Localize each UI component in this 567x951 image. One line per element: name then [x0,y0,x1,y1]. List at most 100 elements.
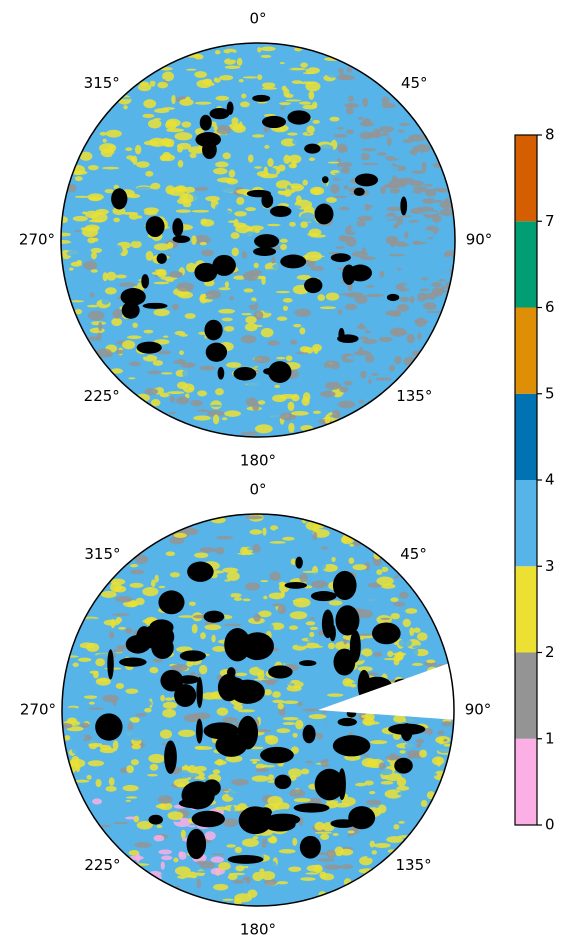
map-texture [283,306,288,311]
map-texture [281,147,295,152]
dark-region [258,807,272,817]
map-texture [138,83,151,91]
map-texture [406,334,414,344]
dark-region [304,144,320,154]
map-texture [195,102,211,105]
map-texture [420,288,430,291]
map-texture [197,390,207,396]
map-texture [154,835,165,841]
map-texture [130,732,144,741]
map-texture [160,154,175,161]
map-texture [271,256,275,263]
map-texture [285,99,301,101]
map-texture [422,211,438,214]
map-texture [75,176,83,181]
map-texture [314,696,321,704]
map-texture [357,634,374,636]
map-texture [222,600,239,607]
map-texture [433,745,442,750]
map-texture [290,340,297,345]
map-texture [219,75,233,80]
dark-region [196,677,202,708]
dark-region [337,334,358,343]
map-texture [130,564,138,567]
map-texture [362,717,374,726]
map-texture [326,292,339,300]
map-texture [144,708,152,713]
map-texture [336,173,346,180]
map-texture [213,769,220,774]
dark-region [349,265,372,282]
map-texture [106,339,117,344]
map-texture [415,318,426,327]
map-texture [257,47,261,53]
dark-region [192,811,225,828]
map-texture [181,362,196,368]
map-texture [163,335,169,337]
map-texture [322,702,329,708]
map-texture [352,251,368,257]
map-texture [142,114,154,118]
map-texture [334,803,350,808]
map-texture [278,164,286,171]
map-texture [96,678,111,686]
map-texture [200,632,206,639]
map-texture [398,821,405,824]
map-texture [362,385,371,390]
map-texture [408,249,418,257]
map-texture [106,130,122,138]
map-texture [339,849,353,856]
map-texture [125,689,138,694]
map-texture [214,878,219,883]
map-texture [128,377,135,379]
dark-region [299,660,316,666]
map-texture [310,271,320,280]
map-texture [228,52,236,58]
map-texture [219,287,231,290]
dark-region [303,725,316,744]
map-texture [292,838,297,846]
map-texture [154,282,170,285]
map-texture [305,872,318,874]
dark-region [111,188,127,209]
dark-region [333,571,357,600]
map-texture [269,541,285,544]
map-texture [425,772,437,777]
map-texture [75,196,89,198]
dark-region [122,302,140,319]
map-texture [333,833,339,836]
map-texture [392,175,397,182]
map-texture [262,839,268,848]
map-texture [303,829,307,834]
map-texture [245,323,258,331]
map-texture [417,293,427,302]
map-texture [200,202,212,205]
map-texture [185,97,190,101]
map-texture [241,313,252,315]
map-texture [166,119,181,127]
dark-region [157,253,167,264]
map-texture [289,789,305,797]
dark-region [179,798,211,808]
map-texture [371,373,379,376]
map-texture [365,354,374,362]
map-texture [300,346,310,352]
map-texture [97,332,102,341]
map-texture [302,708,320,711]
map-texture [313,532,318,541]
map-texture [188,825,196,827]
dark-region [253,247,276,256]
map-texture [162,743,166,746]
map-texture [152,659,163,663]
map-texture [328,161,340,163]
map-texture [146,251,154,261]
map-texture [171,95,175,104]
dark-region [401,723,413,741]
map-texture [99,143,116,153]
map-texture [366,328,377,331]
map-texture [88,311,105,321]
map-texture [86,775,91,780]
map-texture [299,101,311,104]
map-texture [411,771,421,779]
map-texture [319,367,336,375]
